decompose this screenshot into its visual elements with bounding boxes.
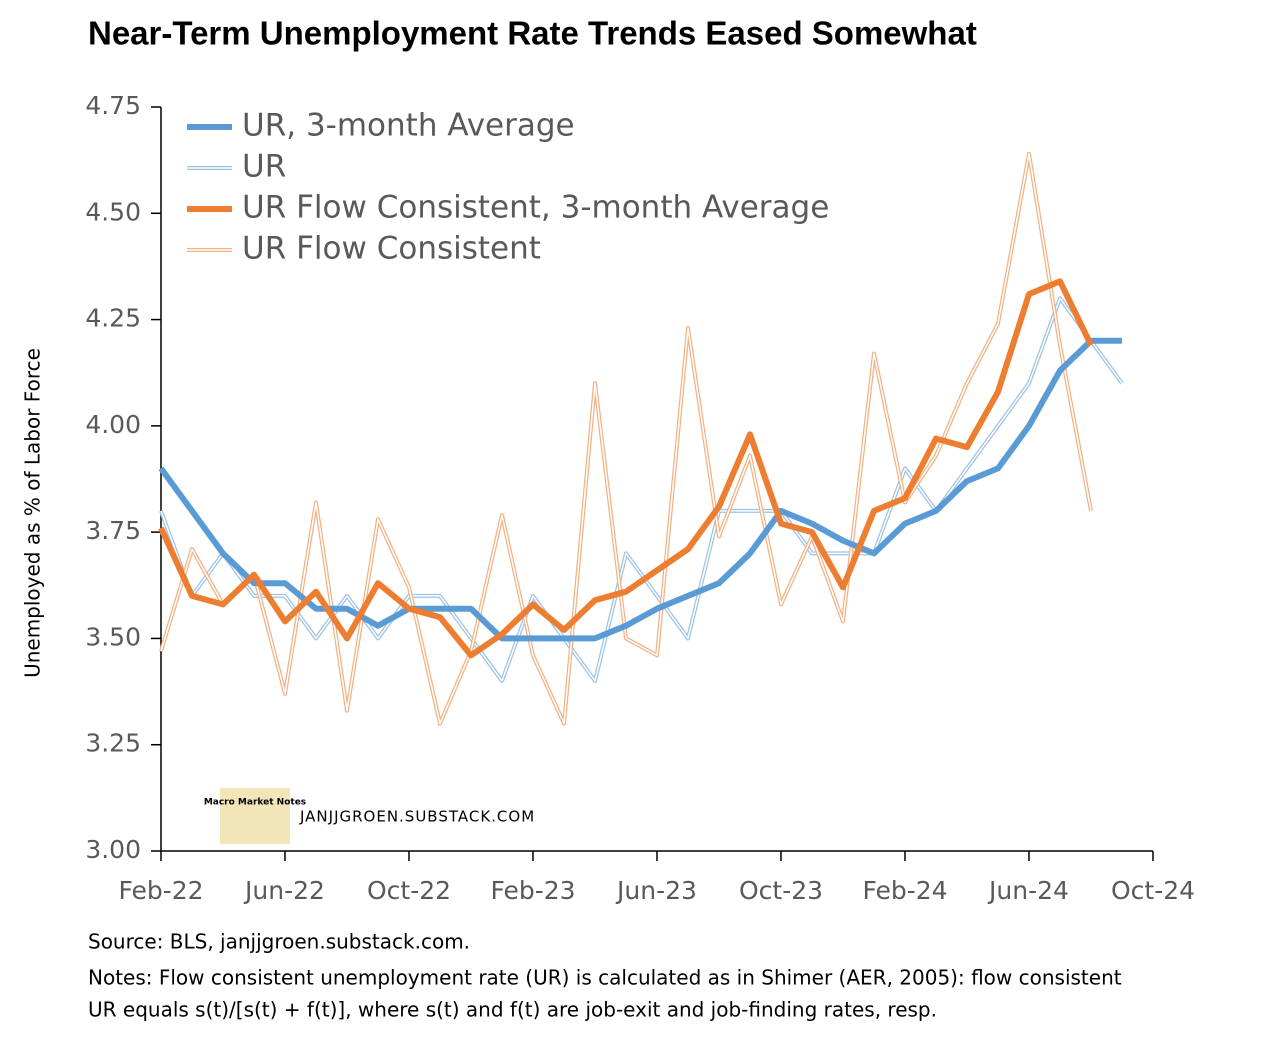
series-line <box>158 278 1094 659</box>
logo-text: Macro Market Notes <box>204 798 306 808</box>
y-tick-label: 3.75 <box>85 516 141 545</box>
x-tick-label: Jun-24 <box>987 876 1069 905</box>
legend-label: UR, 3-month Average <box>242 108 575 144</box>
legend-label: UR <box>242 149 286 185</box>
x-tick-label: Oct-24 <box>1111 876 1195 905</box>
series-line <box>158 337 1122 642</box>
series-line-inner <box>160 153 1092 725</box>
x-tick-label: Feb-22 <box>118 876 203 905</box>
series-line-inner <box>160 297 1123 682</box>
chart-title: Near-Term Unemployment Rate Trends Eased… <box>88 15 977 52</box>
y-tick-label: 3.50 <box>85 622 141 651</box>
y-tick-label: 4.00 <box>85 410 141 439</box>
y-tick-label: 3.00 <box>85 835 141 864</box>
legend-label: UR Flow Consistent, 3-month Average <box>242 190 829 226</box>
x-tick-label: Jun-22 <box>243 876 325 905</box>
x-tick-label: Oct-23 <box>739 876 823 905</box>
legend-label: UR Flow Consistent <box>242 231 541 267</box>
notes: Notes: Flow consistent unemployment rate… <box>88 966 1122 990</box>
logo <box>220 788 290 844</box>
source: Source: BLS, janjjgroen.substack.com. <box>88 930 470 954</box>
y-tick-label: 4.50 <box>85 197 141 226</box>
watermark: JANJJGROEN.SUBSTACK.COM <box>299 808 535 826</box>
x-tick-label: Feb-24 <box>862 876 947 905</box>
y-axis-label: Unemployed as % of Labor Force <box>21 348 45 678</box>
y-tick-label: 3.25 <box>85 729 141 758</box>
x-tick-label: Oct-22 <box>367 876 451 905</box>
x-tick-label: Feb-23 <box>490 876 575 905</box>
x-tick-label: Jun-23 <box>615 876 697 905</box>
y-tick-label: 4.75 <box>85 91 141 120</box>
notes: UR equals s(t)/[s(t) + f(t)], where s(t)… <box>88 998 937 1022</box>
y-tick-label: 4.25 <box>85 304 141 333</box>
